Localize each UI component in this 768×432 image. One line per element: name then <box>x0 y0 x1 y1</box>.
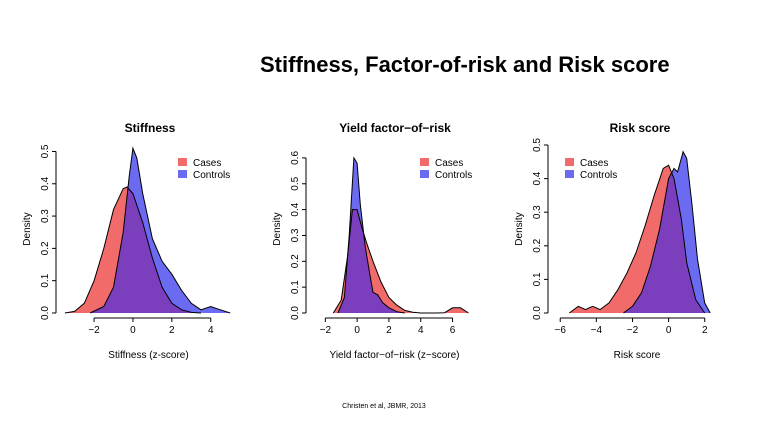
chart2-legend-controls-label: Controls <box>435 170 472 181</box>
chart3-controls-line <box>623 150 711 314</box>
chart1-y-tick-label: 0.2 <box>40 241 51 255</box>
chart1-legend-controls-label: Controls <box>193 170 230 181</box>
chart3-legend-cases-swatch <box>565 158 574 166</box>
chart3-x-label: Risk score <box>614 350 661 361</box>
citation: Christen et al, JBMR, 2013 <box>342 403 426 410</box>
chart2-x-tick-label: 0 <box>354 325 360 336</box>
chart2-legend-cases-label: Cases <box>435 158 463 169</box>
chart2-x-tick-label: 2 <box>386 325 392 336</box>
chart2-x-tick-label: 4 <box>418 325 424 336</box>
chart2-x-label: Yield factor−of−risk (z−score) <box>330 350 460 361</box>
chart1-x-tick-label: −2 <box>88 325 100 336</box>
chart2-y-tick-label: 0.5 <box>290 176 301 190</box>
chart1-legend-cases-swatch <box>178 158 187 166</box>
chart2-title: Yield factor−of−risk <box>339 121 451 135</box>
chart2-controls-line <box>337 156 405 314</box>
chart2-y-tick-label: 0.1 <box>290 280 301 294</box>
chart3-x-tick-label: 2 <box>702 325 708 336</box>
chart3-y-tick-label: 0.1 <box>532 272 543 286</box>
chart2-y-label: Density <box>272 212 283 245</box>
chart1-x-tick-label: 0 <box>130 325 136 336</box>
chart1-y-tick-label: 0.4 <box>40 176 51 190</box>
chart1-cases-line <box>64 186 202 314</box>
chart1-x-tick-label: 2 <box>169 325 175 336</box>
chart3-title: Risk score <box>610 121 671 135</box>
chart1-legend-controls-swatch <box>178 170 187 178</box>
chart3-x-tick-label: 0 <box>666 325 672 336</box>
chart2-legend-controls-swatch <box>420 170 429 178</box>
chart3-x-tick-label: −2 <box>627 325 639 336</box>
chart3-y-tick-label: 0.3 <box>532 205 543 219</box>
chart3-x-tick-label: −4 <box>591 325 603 336</box>
chart3-y-label: Density <box>514 212 525 245</box>
chart2-y-tick-label: 0.4 <box>290 202 301 216</box>
chart2-y-tick-label: 0.2 <box>290 254 301 268</box>
chart1-y-label: Density <box>22 212 33 245</box>
chart1-x-label: Stiffness (z-score) <box>108 350 188 361</box>
chart3-y-tick-label: 0.5 <box>532 138 543 152</box>
chart3-y-tick-label: 0.2 <box>532 238 543 252</box>
chart1-controls-line <box>89 146 231 314</box>
chart1-y-tick-label: 0.0 <box>40 306 51 320</box>
chart3-y-tick-label: 0.4 <box>532 171 543 185</box>
chart3-y-tick-label: 0.0 <box>532 306 543 320</box>
chart1-y-tick-label: 0.3 <box>40 209 51 223</box>
chart3-x-tick-label: −6 <box>555 325 567 336</box>
chart1-x-tick-label: 4 <box>208 325 214 336</box>
chart2-y-tick-label: 0.3 <box>290 228 301 242</box>
chart3-overlap-area <box>623 173 705 313</box>
chart3-legend-cases-label: Cases <box>580 158 608 169</box>
chart1-title: Stiffness <box>125 121 176 135</box>
chart2-cases-line <box>332 209 469 314</box>
chart3-legend-controls-label: Controls <box>580 170 617 181</box>
chart2-x-tick-label: −2 <box>320 325 332 336</box>
chart1-y-tick-label: 0.5 <box>40 144 51 158</box>
slide-title: Stiffness, Factor-of-risk and Risk score <box>260 52 670 77</box>
chart1-y-tick-label: 0.1 <box>40 273 51 287</box>
chart3-legend-controls-swatch <box>565 170 574 178</box>
chart1-legend-cases-label: Cases <box>193 158 221 169</box>
chart1-overlap-area <box>90 188 201 313</box>
chart2-x-tick-label: 6 <box>450 325 456 336</box>
chart3-cases-line <box>569 164 706 314</box>
chart2-overlap-area <box>338 209 405 313</box>
chart2-y-tick-label: 0.6 <box>290 151 301 165</box>
chart2-legend-cases-swatch <box>420 158 429 166</box>
chart2-y-tick-label: 0.0 <box>290 306 301 320</box>
